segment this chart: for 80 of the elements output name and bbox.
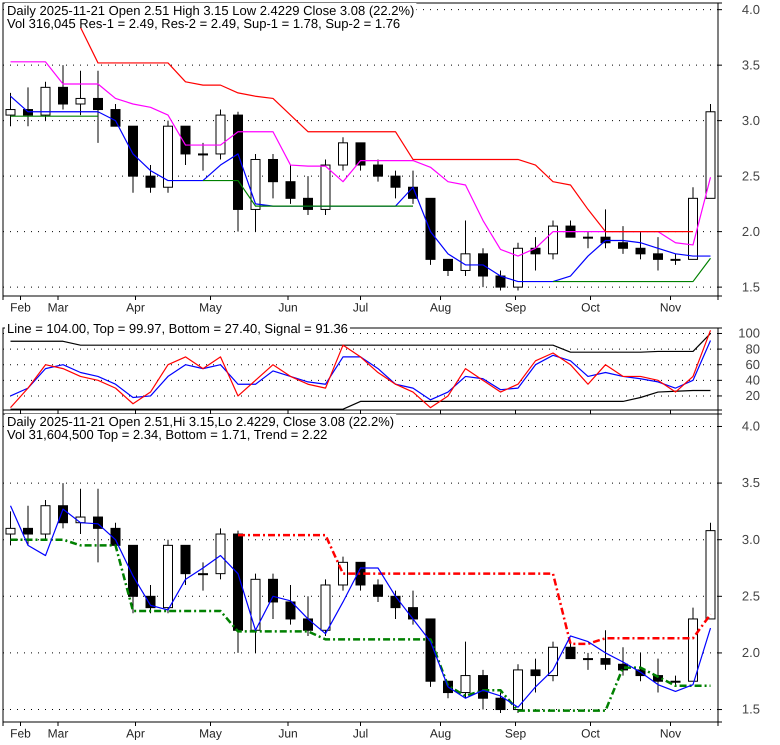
candlestick <box>373 158 383 182</box>
candlestick <box>198 562 208 592</box>
candlestick <box>460 641 470 699</box>
candlestick <box>478 669 488 710</box>
y-tick-label: 4.0 <box>742 418 760 434</box>
candlestick <box>303 176 313 216</box>
candlestick <box>268 153 278 199</box>
candlestick <box>583 231 593 249</box>
x-tick-label: May <box>199 726 222 741</box>
line-series <box>10 505 712 708</box>
x-tick-label: Mar <box>48 300 68 315</box>
y-tick-label: 40 <box>746 372 760 388</box>
candlestick <box>76 70 86 116</box>
candlestick <box>198 142 208 172</box>
candlestick <box>600 630 610 670</box>
candlestick <box>530 658 540 694</box>
candlestick <box>338 556 348 592</box>
x-tick-label: Apr <box>126 726 145 741</box>
candlestick <box>303 596 313 636</box>
y-tick-label: 1.5 <box>742 702 760 717</box>
candlestick <box>408 590 418 626</box>
y-tick-label: 2.5 <box>742 168 760 184</box>
x-tick-label: Jul <box>352 300 368 315</box>
y-tick-label: 3.0 <box>742 532 760 547</box>
x-tick-label: Aug <box>430 300 452 315</box>
x-tick-label: Feb <box>10 300 32 315</box>
candlestick <box>338 136 348 172</box>
candlestick <box>460 220 470 277</box>
chart-title: Line = 104.00, Top = 99.97, Bottom = 27.40, Signal = 91.36 <box>7 321 348 336</box>
line-series <box>10 61 712 257</box>
x-tick-label: Oct <box>581 726 600 741</box>
chart-title: Daily 2025-11-21 Open 2.51,Hi 3.15,Lo 2.4229, Close 3.08 (22.2%) <box>7 414 394 429</box>
x-tick-label: Jul <box>352 726 368 741</box>
y-tick-label: 3.0 <box>742 112 760 128</box>
candlestick <box>478 248 488 288</box>
candlestick <box>566 220 576 238</box>
y-tick-label: 3.5 <box>742 475 760 490</box>
y-tick-label: 60 <box>746 356 760 372</box>
candlestick <box>6 92 16 127</box>
x-tick-label: Jun <box>278 300 298 315</box>
x-tick-label: Nov <box>660 726 682 741</box>
x-tick-label: Aug <box>430 726 452 741</box>
chart-title: Daily 2025-11-21 Open 2.51 High 3.15 Low 2.4229 Close 3.08 (22.2%) <box>7 3 414 18</box>
x-tick-label: Feb <box>10 726 32 741</box>
candlestick <box>373 578 383 602</box>
candlestick <box>286 164 296 204</box>
y-tick-label: 4.0 <box>742 2 760 17</box>
y-tick-label: 3.5 <box>742 57 760 72</box>
candlestick <box>356 142 366 172</box>
candlestick <box>636 231 646 260</box>
y-tick-label: 100 <box>738 326 760 341</box>
candlestick <box>583 652 593 670</box>
x-tick-label: Mar <box>48 726 68 741</box>
y-tick-label: 20 <box>746 388 760 404</box>
y-tick-label: 2.0 <box>742 645 760 660</box>
x-tick-label: Nov <box>660 300 682 315</box>
candlestick <box>93 488 103 563</box>
candlestick <box>530 236 540 271</box>
line-series <box>10 340 712 400</box>
candlestick <box>670 253 680 266</box>
candlestick <box>58 64 68 110</box>
candlestick <box>23 505 33 546</box>
candlestick <box>286 584 296 626</box>
x-tick-label: Sep <box>504 726 526 741</box>
line-series <box>236 534 712 646</box>
x-tick-label: Oct <box>581 300 600 315</box>
y-tick-label: 2.5 <box>742 588 760 604</box>
candlestick <box>6 510 16 546</box>
candlestick <box>268 573 278 620</box>
y-tick-label: 1.5 <box>742 279 760 294</box>
candlestick <box>618 226 628 254</box>
x-tick-label: Apr <box>126 300 145 315</box>
candlestick <box>653 236 663 271</box>
x-tick-label: May <box>199 300 222 315</box>
x-tick-label: Jun <box>278 726 298 741</box>
y-tick-label: 2.0 <box>742 224 760 239</box>
y-tick-label: 80 <box>746 341 760 356</box>
x-tick-label: Sep <box>504 300 526 315</box>
candlestick <box>443 258 453 277</box>
candlestick <box>93 70 103 144</box>
